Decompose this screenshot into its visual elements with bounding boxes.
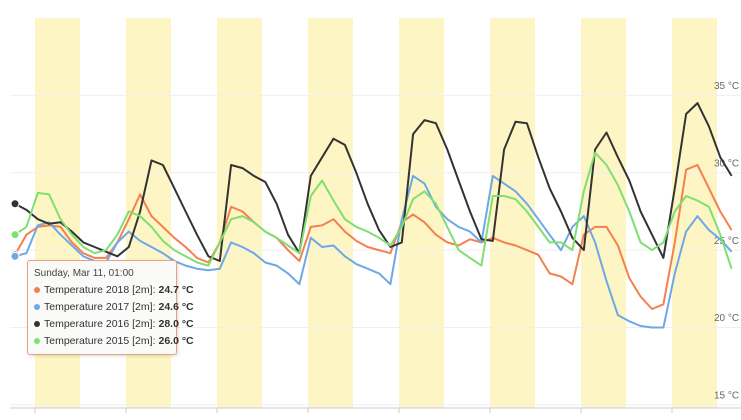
y-tick-label: 15 °C [714,391,739,402]
legend-dot [34,304,40,311]
separator: : [152,335,156,347]
series-line [14,174,733,329]
series-line [14,151,733,270]
tooltip-value: 24.6 °C [158,301,194,313]
tooltip-row: Temperature 2015 [2m]: 26.0 °C [34,333,194,350]
tooltip-row: Temperature 2016 [2m]: 28.0 °C [34,316,194,333]
series-line [14,164,733,310]
tooltip-value: 26.0 °C [158,335,194,347]
y-tick-label: 30 °C [714,158,739,169]
separator: : [152,284,156,296]
series-name: Temperature 2015 [2m] [44,335,153,347]
hover-marker [10,199,20,209]
y-tick-label: 35 °C [714,81,739,92]
legend-dot [34,321,40,328]
tooltip-value: 28.0 °C [158,318,194,330]
tooltip-row: Temperature 2017 [2m]: 24.6 °C [34,299,194,316]
tooltip-row: Temperature 2018 [2m]: 24.7 °C [34,282,194,299]
tooltip-title: Sunday, Mar 11, 01:00 [34,268,134,279]
series-name: Temperature 2016 [2m] [44,318,153,330]
separator: : [152,318,156,330]
hover-marker [10,251,20,261]
series-line [14,102,733,262]
series-name: Temperature 2018 [2m] [44,284,153,296]
y-tick-label: 25 °C [714,236,739,247]
series-name: Temperature 2017 [2m] [44,301,153,313]
legend-dot [34,338,40,345]
day-band [308,18,353,408]
separator: : [152,301,156,313]
tooltip-value: 24.7 °C [158,284,194,296]
tooltip: Sunday, Mar 11, 01:00 Temperature 2018 [… [27,260,194,355]
day-band [217,18,262,408]
y-tick-label: 20 °C [714,313,739,324]
hover-marker [10,230,20,240]
legend-dot [34,287,40,294]
